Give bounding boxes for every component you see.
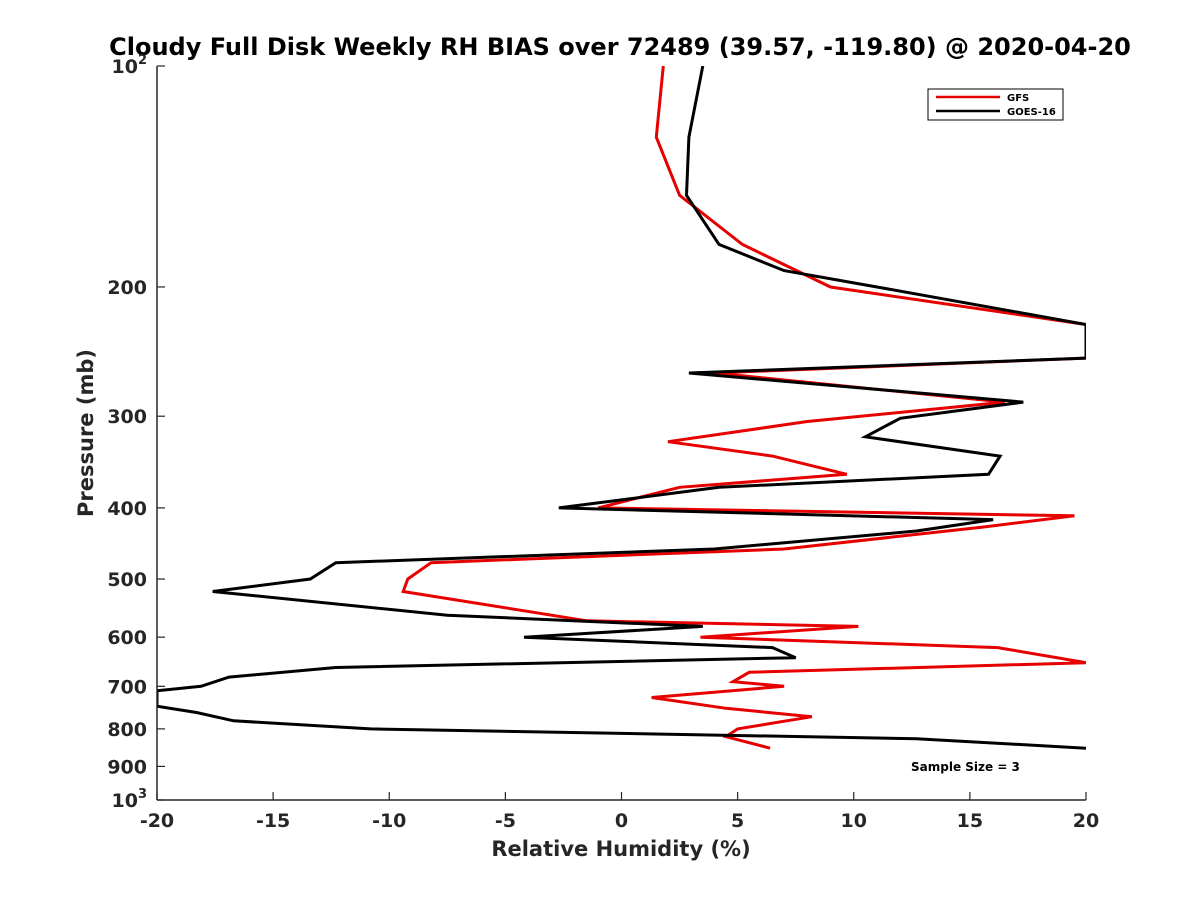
axes-layer: -20 -15 -10 -5 0 5 10 15 20 102 200 300 400 500 600 700…: [107, 53, 1099, 832]
series-layer: [157, 66, 1086, 750]
x-tick-label: -20: [140, 810, 174, 832]
x-tick-label: -10: [372, 810, 406, 832]
y-tick-label: 103: [112, 787, 148, 812]
x-tick-label: 0: [615, 810, 628, 832]
y-tick-label: 400: [107, 498, 147, 520]
x-tick-label: -15: [256, 810, 290, 832]
plot-area: -20 -15 -10 -5 0 5 10 15 20 102 200 300 400 500 600 700…: [107, 53, 1099, 832]
chart-title: Cloudy Full Disk Weekly RH BIAS over 724…: [109, 33, 1131, 61]
x-tick-label: 15: [957, 810, 983, 832]
sample-size-annotation: Sample Size = 3: [911, 760, 1020, 774]
y-tick-label: 102: [112, 53, 148, 78]
x-tick-label: 10: [841, 810, 867, 832]
series-line-gfs: [401, 66, 1086, 750]
legend: GFS GOES-16: [927, 88, 1064, 121]
y-tick-label: 700: [107, 676, 147, 698]
x-tick-label: 5: [731, 810, 744, 832]
y-tick-label: 600: [107, 627, 147, 649]
y-tick-label: 500: [107, 569, 147, 591]
y-axis-label: Pressure (mb): [74, 349, 98, 517]
legend-box: [927, 88, 1064, 121]
y-tick-label: 900: [107, 756, 147, 778]
x-axis-label: Relative Humidity (%): [491, 837, 750, 861]
legend-label-goes16: GOES-16: [1007, 107, 1056, 118]
y-tick-label: 200: [107, 277, 147, 299]
series-line-goes16: [157, 66, 1086, 750]
legend-label-gfs: GFS: [1007, 93, 1029, 104]
x-tick-label: 20: [1073, 810, 1099, 832]
y-tick-label: 300: [107, 406, 147, 428]
y-tick-label: 800: [107, 719, 147, 741]
x-tick-label: -5: [495, 810, 516, 832]
